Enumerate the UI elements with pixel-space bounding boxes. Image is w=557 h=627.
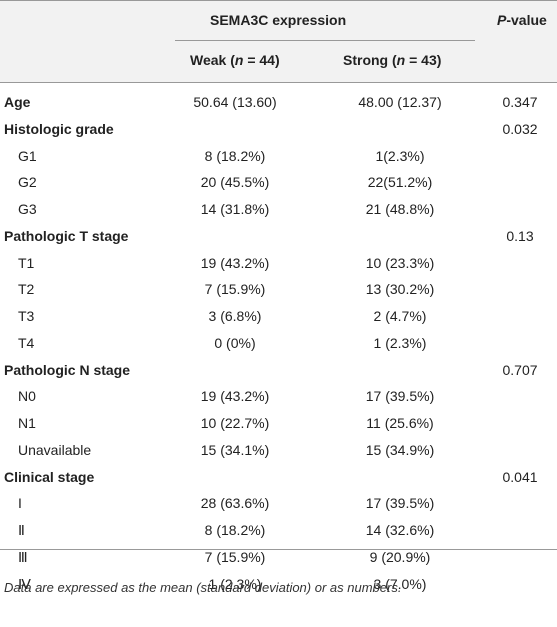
group-header: SEMA3C expression: [210, 12, 347, 28]
weak-cell: 7 (15.9%): [204, 548, 266, 565]
strong-cell: 1(2.3%): [375, 147, 425, 164]
p-italic: P: [497, 12, 507, 28]
row-label: G2: [18, 174, 37, 191]
weak-cell: 19 (43.2%): [200, 388, 270, 405]
row-label: T1: [18, 254, 35, 271]
row-label: Unavailable: [18, 441, 92, 458]
weak-cell: 3 (6.8%): [208, 308, 262, 324]
weak-cell: 8 (18.2%): [204, 522, 266, 538]
rule: [0, 82, 557, 83]
header-band: [0, 0, 557, 83]
p-cell: 0.041: [502, 468, 538, 485]
strong-cell: 17 (39.5%): [365, 388, 435, 405]
weak-header: Weak (n = 44): [190, 52, 280, 68]
strong-cell: 14 (32.6%): [365, 522, 435, 538]
strong-cell: 48.00 (12.37): [358, 94, 442, 110]
section-label: Clinical stage: [4, 468, 95, 485]
t: = 43): [405, 52, 442, 68]
weak-cell: 7 (15.9%): [204, 281, 266, 298]
strong-cell: 1 (2.3%): [373, 334, 427, 351]
row-label: G1: [18, 147, 37, 164]
section-label: Pathologic T stage: [4, 227, 129, 244]
p-cell: 0.707: [502, 361, 538, 378]
strong-cell: 13 (30.2%): [365, 281, 435, 298]
strong-cell: 22(51.2%): [367, 174, 433, 191]
row-label: T4: [18, 334, 35, 351]
row-label: Ⅱ: [18, 522, 25, 538]
row-label: Ⅳ: [18, 575, 31, 592]
section-label: Histologic grade: [4, 120, 114, 137]
row-label: N0: [18, 388, 36, 405]
strong-cell: 21 (48.8%): [365, 201, 435, 217]
t: = 44): [243, 52, 280, 68]
weak-cell: 1 (2.3%): [208, 575, 262, 592]
p-cell: 0.032: [502, 120, 538, 137]
rule: [0, 549, 557, 550]
row-label: T2: [18, 281, 35, 298]
weak-cell: 19 (43.2%): [200, 254, 270, 271]
strong-header: Strong (n = 43): [343, 52, 441, 68]
section-label: Pathologic N stage: [4, 361, 131, 378]
section-label: Age: [4, 94, 31, 110]
row-label: Ⅲ: [18, 548, 28, 565]
weak-cell: 14 (31.8%): [200, 201, 270, 217]
row-label: G3: [18, 201, 37, 217]
t: Weak (: [190, 52, 235, 68]
row-label: N1: [18, 415, 36, 431]
n: n: [396, 52, 406, 68]
footnote: Data are expressed as the mean (standard…: [4, 580, 402, 595]
strong-cell: 11 (25.6%): [366, 415, 434, 431]
weak-cell: 20 (45.5%): [200, 174, 270, 191]
n: n: [234, 52, 244, 68]
p-cell: 0.347: [502, 94, 538, 110]
weak-cell: 10 (22.7%): [200, 415, 270, 431]
weak-cell: 15 (34.1%): [200, 441, 270, 458]
row-label: T3: [18, 308, 35, 324]
t: Strong (: [343, 52, 397, 68]
p-cell: 0.13: [506, 227, 534, 244]
strong-cell: 3 (7.0%): [373, 575, 427, 592]
strong-cell: 2 (4.7%): [373, 308, 427, 324]
weak-cell: 8 (18.2%): [204, 147, 266, 164]
strong-cell: 17 (39.5%): [365, 495, 435, 512]
weak-cell: 50.64 (13.60): [193, 94, 277, 110]
row-label: I: [18, 495, 22, 512]
strong-cell: 9 (20.9%): [369, 548, 431, 565]
pvalue-header: P-value: [497, 12, 547, 28]
strong-cell: 10 (23.3%): [365, 254, 435, 271]
weak-cell: 0 (0%): [214, 334, 256, 351]
p-text: -value: [506, 12, 547, 28]
rule: [175, 40, 475, 41]
weak-cell: 28 (63.6%): [200, 495, 270, 512]
strong-cell: 15 (34.9%): [365, 441, 435, 458]
